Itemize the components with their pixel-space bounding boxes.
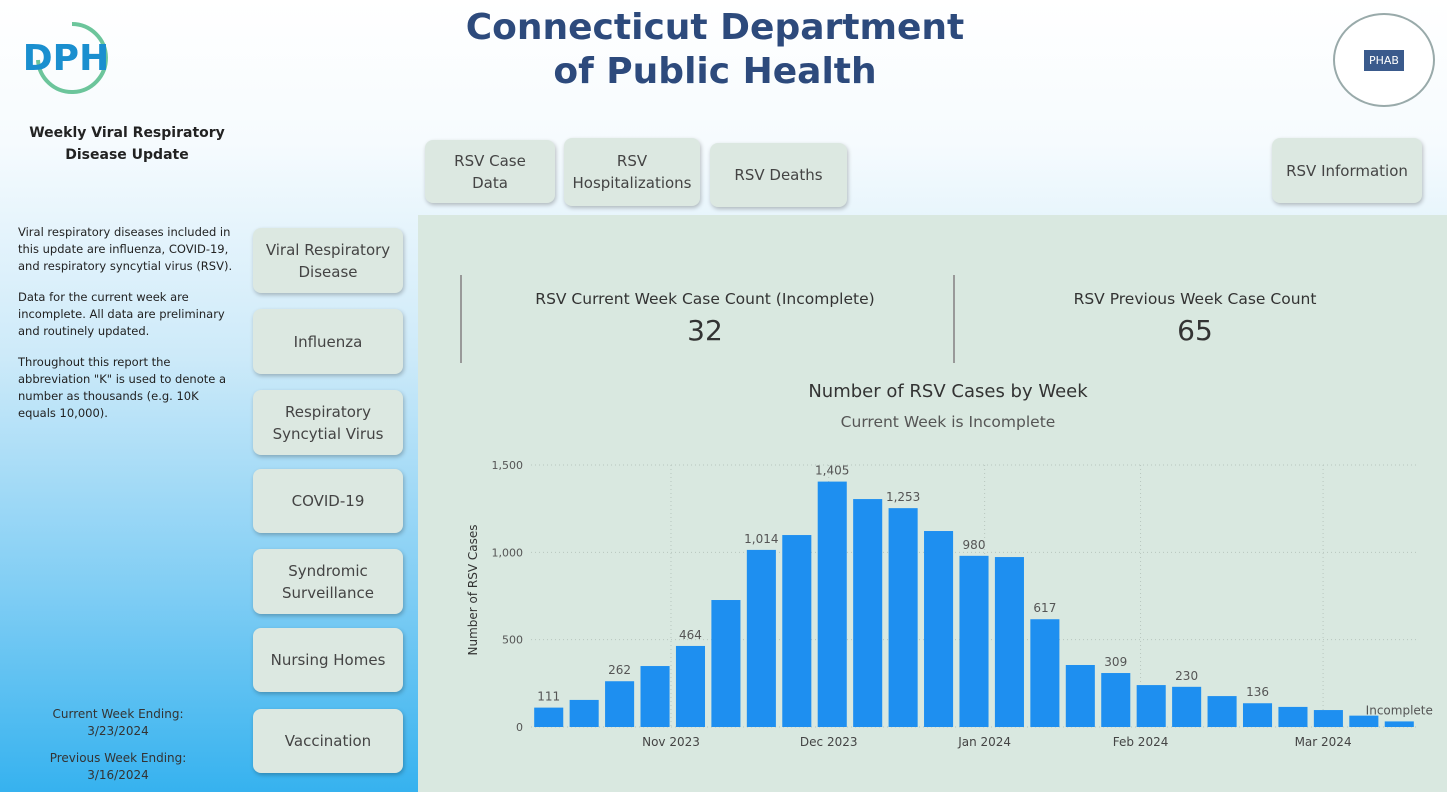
nav-button[interactable]: Vaccination (253, 709, 403, 773)
y-tick-label: 0 (516, 721, 523, 734)
nav-button[interactable]: Syndromic Surveillance (253, 549, 403, 614)
bar (1278, 706, 1308, 727)
bar (534, 707, 564, 727)
bar (994, 557, 1024, 727)
current-week: 3/23/2024 (87, 724, 149, 738)
kpi-value: 32 (687, 314, 723, 347)
value-label: 309 (1104, 655, 1127, 669)
y-axis-label: Number of RSV Cases (466, 525, 480, 656)
value-label: 111 (537, 690, 560, 704)
x-tick-label: Nov 2023 (642, 735, 700, 749)
kpi: RSV Current Week Case Count (Incomplete)… (480, 290, 930, 347)
value-label: 1,014 (744, 532, 778, 546)
badge-text: PHAB (1364, 49, 1404, 71)
bar (1136, 685, 1166, 727)
tab-button[interactable]: RSV Information (1272, 138, 1422, 203)
logo-art: DPH (23, 22, 109, 94)
tab-button[interactable]: RSV Case Data (425, 140, 555, 203)
nav-button[interactable]: Influenza (253, 309, 403, 374)
value-label: 1,253 (886, 490, 920, 504)
week-info: Current Week Ending: 3/23/2024 Previous … (20, 706, 216, 784)
nav-button[interactable]: Respiratory Syncytial Virus (253, 390, 403, 455)
bar (675, 645, 706, 727)
bar (569, 699, 599, 727)
sidebar-text: Viral respiratory diseases included in t… (18, 224, 240, 436)
x-tick-label: Jan 2024 (957, 735, 1011, 749)
bar (853, 499, 883, 727)
kpi-divider (953, 275, 955, 363)
paragraph: Viral respiratory diseases included in t… (18, 225, 233, 273)
y-tick-label: 500 (502, 634, 523, 647)
nav-button[interactable]: COVID-19 (253, 469, 403, 533)
value-label: 262 (608, 663, 631, 677)
value-label: 980 (963, 538, 986, 552)
value-label: 230 (1175, 669, 1198, 683)
value-label: Incomplete (1366, 703, 1433, 717)
kpi: RSV Previous Week Case Count 65 (970, 290, 1420, 347)
kpi-label: RSV Current Week Case Count (Incomplete) (535, 290, 875, 308)
value-label: 1,405 (815, 464, 849, 478)
y-tick-label: 1,000 (492, 546, 524, 559)
nav-button[interactable]: Viral Respiratory Disease (253, 228, 403, 293)
previous-week-label: Previous Week Ending: (49, 751, 187, 765)
paragraph: Throughout this report the abbreviation … (18, 355, 227, 420)
bar (605, 681, 635, 727)
sidebar-title: Weekly Viral Respiratory Disease Update (29, 125, 225, 163)
bar (746, 549, 776, 727)
bar (1172, 686, 1202, 727)
kpi-label: RSV Previous Week Case Count (1073, 290, 1317, 308)
paragraph: Data for the current week are incomplete… (18, 290, 225, 338)
bar (782, 535, 812, 727)
current-week-label: Current Week Ending: (52, 707, 184, 721)
x-tick-label: Dec 2023 (800, 735, 858, 749)
x-tick-label: Mar 2024 (1295, 735, 1352, 749)
logo-text: DPH (23, 38, 109, 79)
badge: PHAB (1333, 13, 1435, 107)
kpi-value: 65 (1177, 314, 1213, 347)
bar (1030, 619, 1060, 727)
value-label: 617 (1033, 601, 1056, 615)
kpi-divider (460, 275, 462, 363)
bar (1384, 721, 1414, 727)
logo: DPH (22, 20, 122, 96)
value-label: 464 (679, 628, 702, 642)
tab-button[interactable]: RSV Deaths (710, 143, 847, 207)
nav-button[interactable]: Nursing Homes (253, 628, 403, 692)
bar (1242, 703, 1273, 727)
chart-subtitle: Current Week is Incomplete (841, 413, 1056, 431)
bar (817, 481, 847, 727)
bar (1349, 715, 1379, 727)
bar (640, 666, 670, 727)
value-label: 136 (1246, 685, 1269, 699)
title-line: Connecticut Department (465, 7, 965, 48)
bar (959, 555, 989, 727)
bar (1207, 696, 1237, 727)
x-tick-label: Feb 2024 (1113, 735, 1169, 749)
y-tick-label: 1,500 (492, 459, 524, 472)
bar (711, 600, 741, 727)
chart-title: Number of RSV Cases by Week (808, 381, 1088, 402)
bar (1101, 673, 1131, 727)
previous-week: 3/16/2024 (87, 768, 149, 782)
bar (924, 531, 954, 727)
title-line: of Public Health (553, 51, 877, 92)
tab-button[interactable]: RSV Hospitalizations (564, 138, 700, 206)
title: Connecticut Department of Public Health (420, 6, 1010, 94)
bar (1313, 710, 1343, 727)
bar (1065, 664, 1095, 727)
bar (888, 508, 918, 727)
